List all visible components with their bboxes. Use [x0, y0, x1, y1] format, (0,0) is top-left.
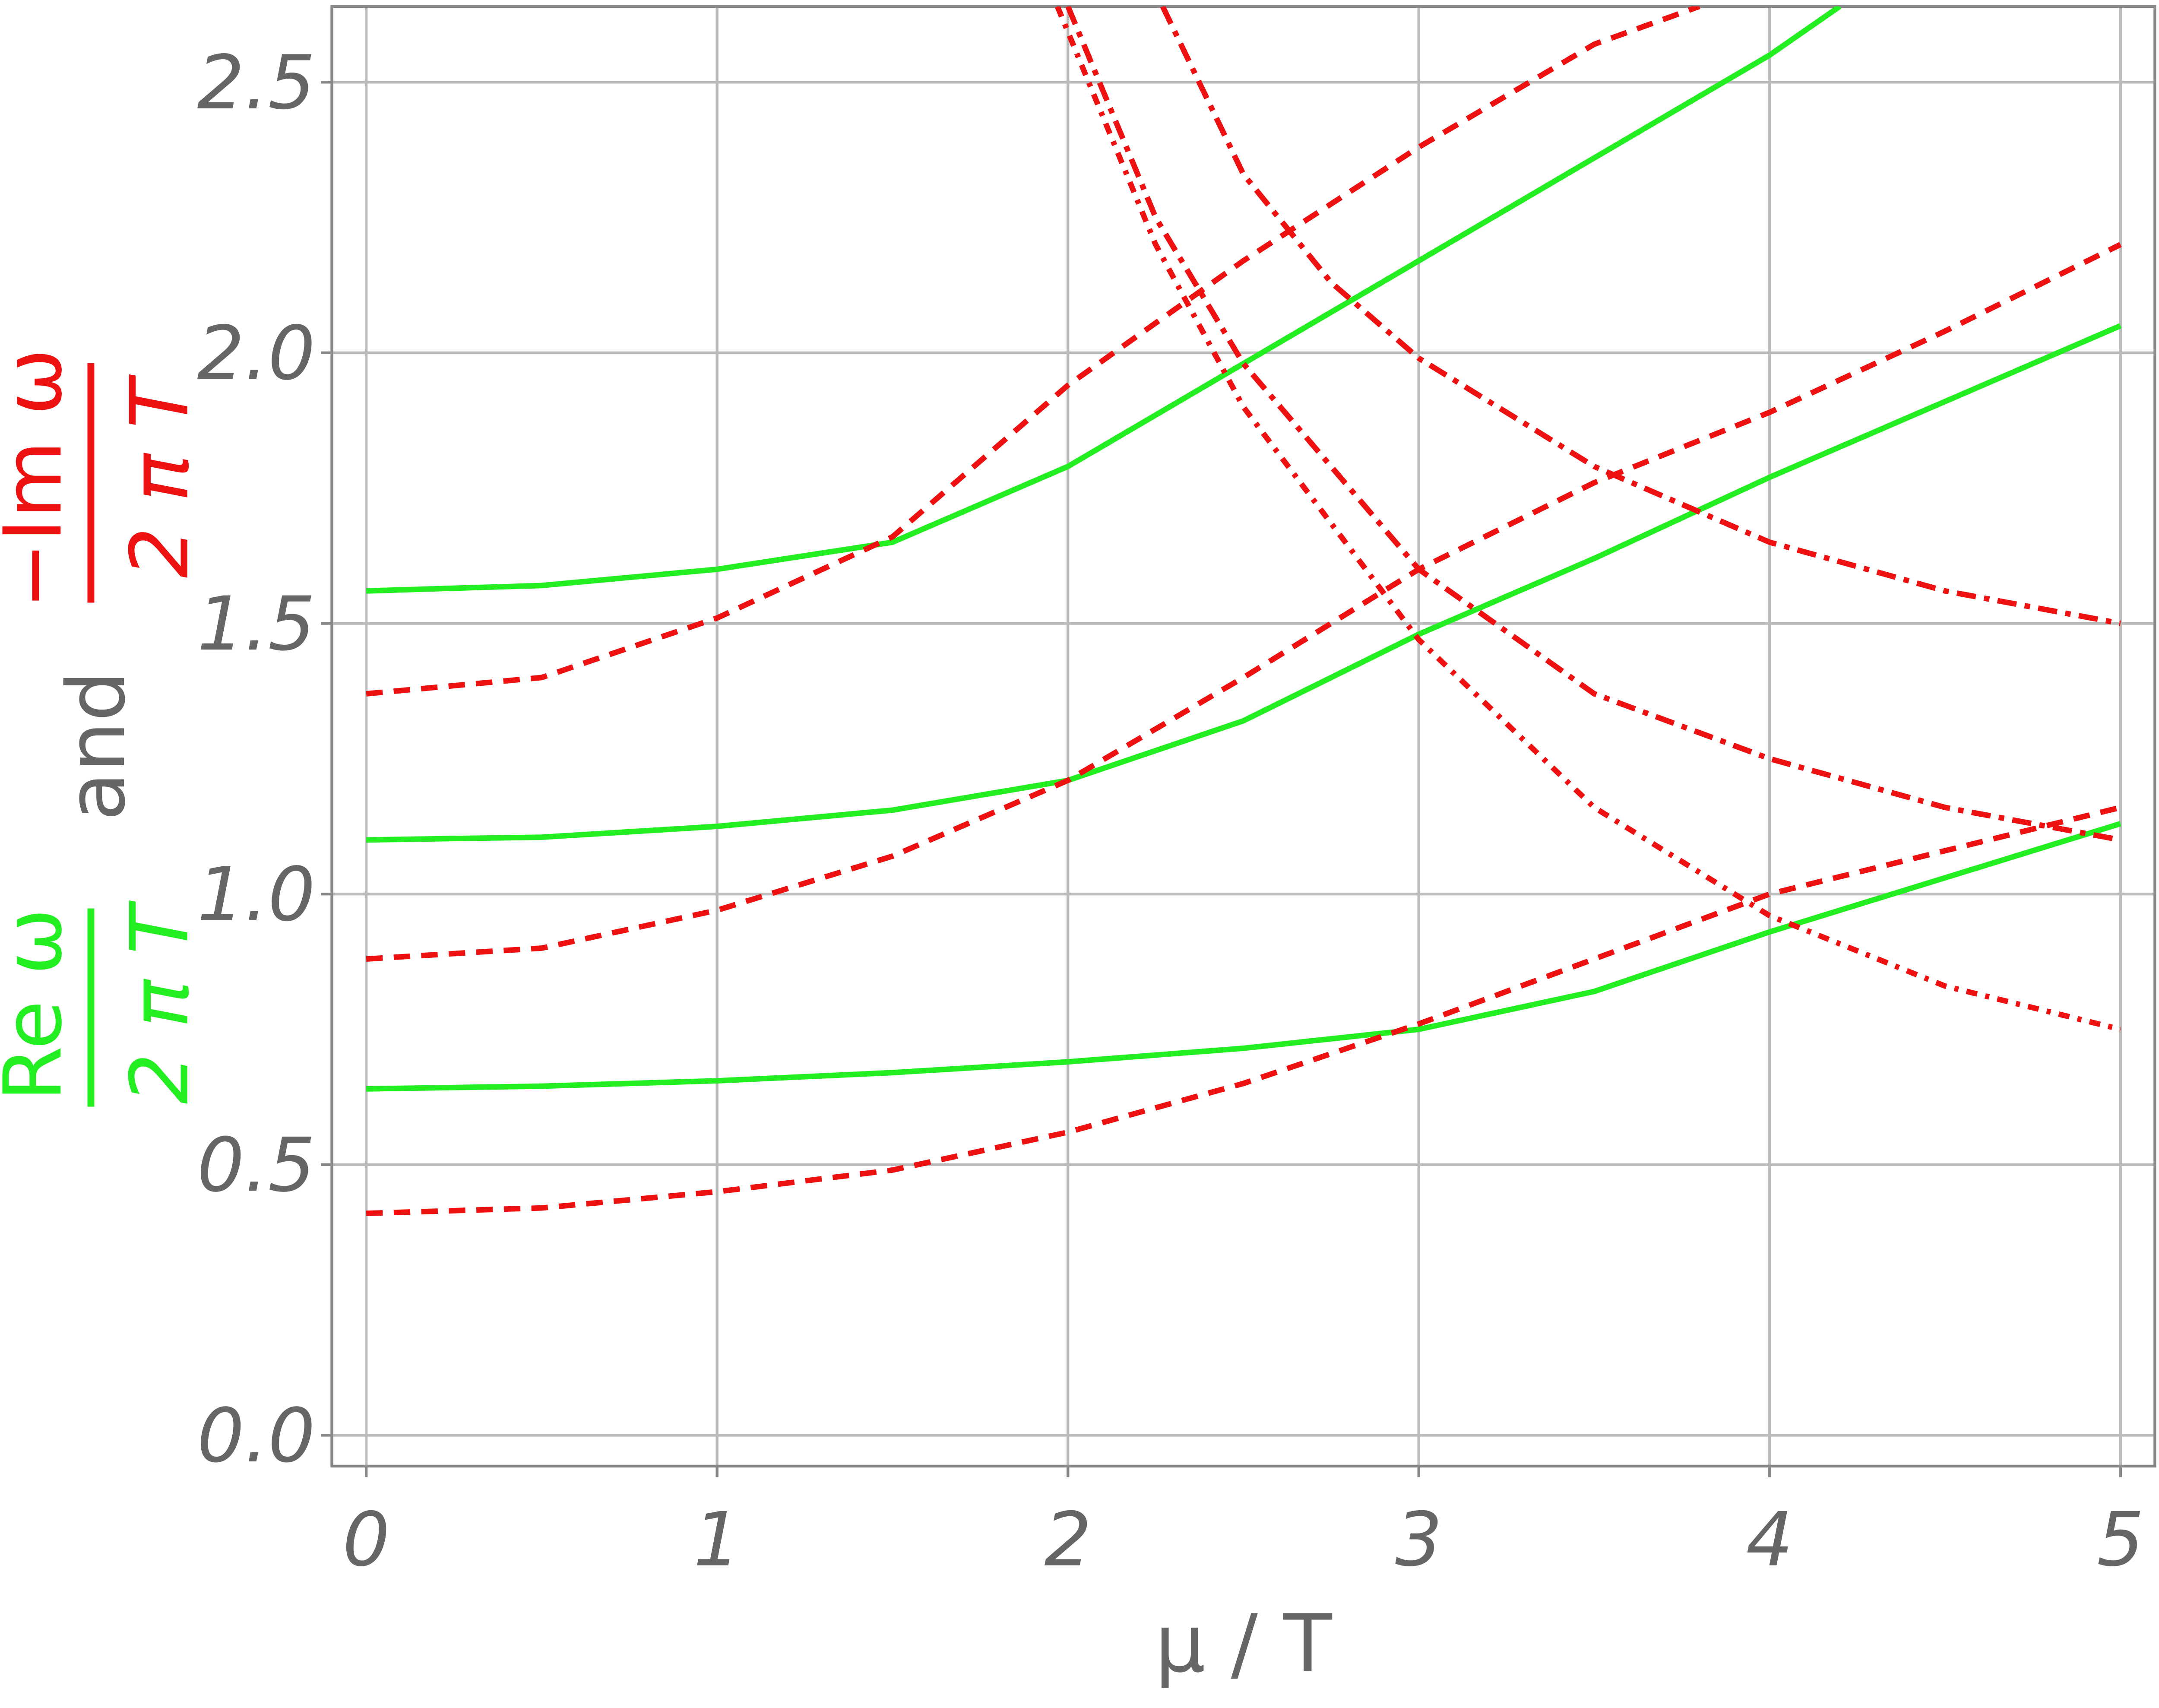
- line-series: [1065, 6, 2121, 843]
- y-axis-label: Re ω 2 π T and −Im ω 2 π T: [0, 349, 206, 1107]
- y-tick-label: 1.0: [197, 851, 315, 938]
- line-series: [366, 821, 2121, 1092]
- line-series: [366, 6, 1700, 697]
- line-series: [1054, 6, 2121, 1032]
- y-tick-label: 2.0: [197, 310, 315, 396]
- x-tick-label: 1: [693, 1496, 741, 1583]
- plot-area: 0 1 2 3 4 5 0.0 0.5 1.0 1.5 2.0 2.5: [197, 5, 2156, 1583]
- y-tick-label: 0.0: [197, 1392, 315, 1479]
- and-text: and: [50, 671, 143, 821]
- line-series: [366, 6, 1842, 594]
- x-tick-label: 5: [2097, 1496, 2144, 1583]
- re-numerator: Re ω: [0, 908, 79, 1102]
- y-tick-label: 1.5: [197, 580, 315, 667]
- x-tick-label: 4: [1746, 1496, 1793, 1583]
- re-denominator: 2 π T: [113, 900, 206, 1104]
- x-tick-label: 2: [1044, 1496, 1092, 1583]
- im-numerator: −Im ω: [0, 349, 79, 609]
- x-tick-label: 0: [342, 1496, 390, 1583]
- x-tick-label: 3: [1395, 1496, 1443, 1583]
- x-axis-label: μ / T: [1155, 1597, 1333, 1690]
- line-series: [1160, 6, 2121, 626]
- plot-frame: [330, 5, 2156, 1468]
- y-tick-label: 2.5: [197, 39, 315, 126]
- y-tick-label: 0.5: [197, 1122, 315, 1208]
- line-series: [366, 805, 2121, 1217]
- line-series: [366, 323, 2122, 843]
- im-denominator: 2 π T: [113, 374, 206, 578]
